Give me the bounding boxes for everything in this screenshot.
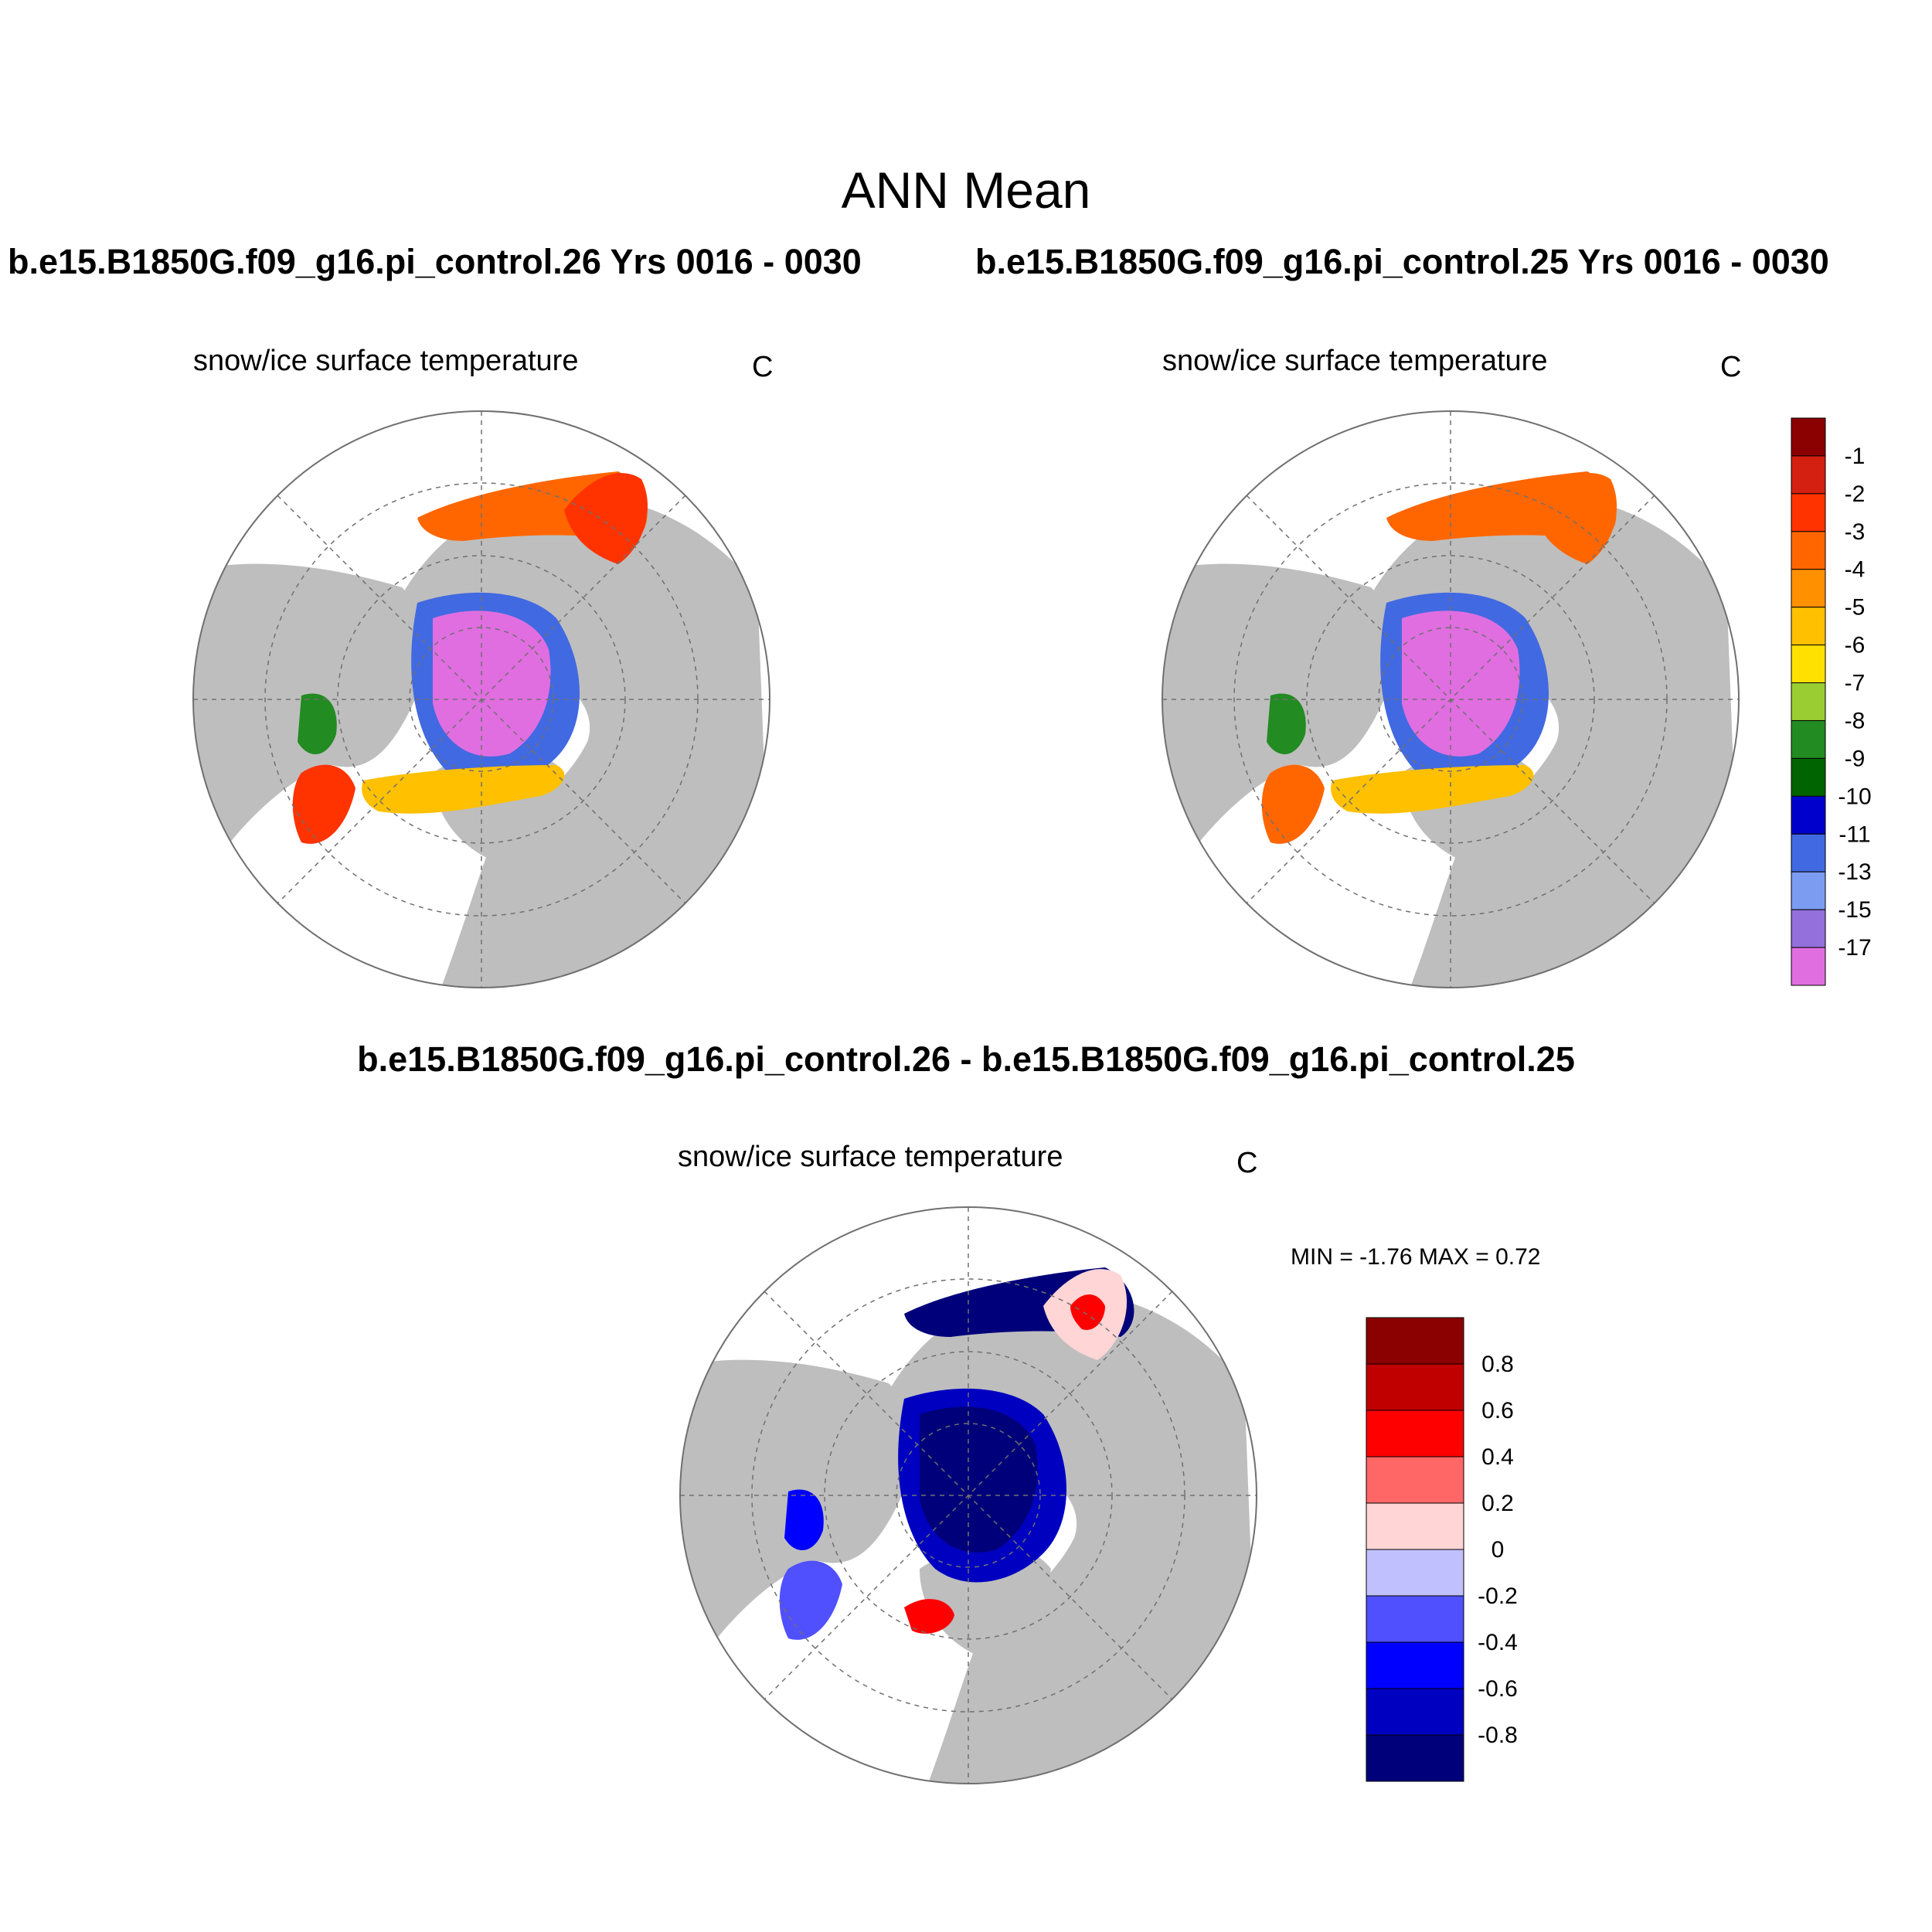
main-title: ANN Mean: [841, 162, 1091, 219]
colorbar-abs-swatch: [1791, 645, 1826, 684]
sea-ice-atlantic-edge: [362, 765, 565, 814]
panel2-units: C: [1720, 351, 1742, 383]
colorbar-diff-tick-label: 0.8: [1481, 1352, 1514, 1377]
panel3-variable: snow/ice surface temperature: [678, 1141, 1063, 1173]
colorbar-diff-tick-label: 0.2: [1481, 1491, 1514, 1516]
diff-greenland-sea-pos: [904, 1599, 954, 1634]
colorbar-abs-tick-label: -3: [1845, 519, 1866, 545]
colorbar-abs-tick-label: -2: [1845, 481, 1866, 507]
sea-ice-hudson: [298, 693, 337, 755]
colorbar-diff-swatch: [1366, 1688, 1464, 1736]
colorbar-abs-tick-label: -13: [1838, 859, 1871, 885]
sea-ice-okhotsk: [564, 473, 648, 564]
sea-ice-okhotsk: [1533, 473, 1617, 564]
diff-arctic-core: [920, 1406, 1038, 1553]
colorbar-diff-swatch: [1366, 1502, 1464, 1550]
colorbar-abs-swatch: [1791, 569, 1826, 608]
diff-labrador: [779, 1560, 842, 1640]
colorbar-abs-tick-label: -7: [1845, 671, 1866, 696]
panel2-variable: snow/ice surface temperature: [1162, 345, 1548, 377]
colorbar-abs-swatch: [1791, 719, 1826, 759]
colorbar-abs-swatch: [1791, 833, 1826, 872]
sea-ice-arctic-core: [1402, 611, 1520, 757]
colorbar-abs-tick-label: -11: [1838, 821, 1870, 847]
colorbar-abs-swatch: [1791, 417, 1826, 457]
colorbar-diff-swatch: [1366, 1641, 1464, 1689]
colorbar-abs-swatch: [1791, 455, 1826, 495]
colorbar-diff-swatch: [1366, 1549, 1464, 1597]
sea-ice-labrador: [1261, 764, 1325, 844]
colorbar-abs-tick-label: -4: [1845, 557, 1866, 583]
sea-ice-arctic-core: [433, 611, 551, 757]
panel3-units: C: [1236, 1147, 1258, 1179]
colorbar-diff-swatch: [1366, 1317, 1464, 1365]
colorbar-abs-tick-label: -5: [1845, 595, 1866, 621]
colorbar-diff-tick-label: -0.4: [1478, 1630, 1518, 1655]
colorbar-abs: -1 -2 -3 -4 -5 -6 -7 -8 -9 -10 -11 -13 -15 -17: [1791, 417, 1872, 986]
sea-ice-atlantic-edge: [1331, 765, 1534, 814]
colorbar-diff-tick-label: -0.6: [1478, 1676, 1518, 1702]
colorbar-abs-tick-label: -8: [1845, 708, 1866, 733]
diff-hudson: [784, 1489, 824, 1551]
colorbar-diff-swatch: [1366, 1456, 1464, 1504]
diff-min-max: MIN = -1.76 MAX = 0.72: [1291, 1244, 1541, 1270]
colorbar-abs-tick-label: -17: [1838, 935, 1871, 961]
map-panel-2: [1162, 410, 1740, 988]
case-title-right: b.e15.B1850G.f09_g16.pi_control.25 Yrs 0…: [975, 242, 1829, 281]
colorbar-diff-swatch: [1366, 1595, 1464, 1643]
case-title-left: b.e15.B1850G.f09_g16.pi_control.26 Yrs 0…: [8, 242, 862, 281]
colorbar-abs-swatch: [1791, 871, 1826, 910]
colorbar-diff-tick-label: -0.2: [1478, 1583, 1518, 1609]
sea-ice-labrador: [292, 764, 355, 844]
colorbar-diff-tick-label: 0.4: [1481, 1444, 1514, 1470]
colorbar-diff-swatch: [1366, 1734, 1464, 1782]
map-panel-diff: [679, 1206, 1257, 1784]
colorbar-abs-swatch: [1791, 531, 1826, 570]
colorbar-diff-swatch: [1366, 1410, 1464, 1458]
colorbar-diff-tick-label: -0.8: [1478, 1723, 1518, 1748]
colorbar-abs-tick-label: -1: [1845, 444, 1866, 469]
colorbar-abs-tick-label: -10: [1838, 784, 1871, 809]
diff-title: b.e15.B1850G.f09_g16.pi_control.26 - b.e…: [357, 1039, 1575, 1079]
sea-ice-hudson: [1267, 693, 1306, 755]
diff-okhotsk-core: [1070, 1294, 1105, 1330]
colorbar-abs-swatch: [1791, 757, 1826, 797]
colorbar-diff-tick-label: 0.6: [1481, 1398, 1514, 1423]
colorbar-abs-swatch: [1791, 682, 1826, 721]
colorbar-abs-tick-label: -9: [1845, 746, 1866, 771]
colorbar-abs-swatch: [1791, 909, 1826, 948]
colorbar-abs-swatch: [1791, 607, 1826, 646]
panel1-variable: snow/ice surface temperature: [193, 345, 579, 377]
panel1-units: C: [752, 351, 774, 383]
colorbar-diff: 0.8 0.6 0.4 0.2 0 -0.2 -0.4 -0.6 -0.8: [1366, 1317, 1518, 1782]
colorbar-abs-swatch: [1791, 493, 1826, 532]
colorbar-abs-tick-label: -6: [1845, 633, 1866, 658]
colorbar-abs-tick-label: -15: [1838, 897, 1871, 923]
colorbar-diff-swatch: [1366, 1363, 1464, 1411]
colorbar-abs-swatch: [1791, 947, 1826, 986]
colorbar-diff-tick-label: 0: [1492, 1537, 1505, 1563]
map-panel-1: [192, 410, 770, 988]
colorbar-abs-swatch: [1791, 795, 1826, 835]
